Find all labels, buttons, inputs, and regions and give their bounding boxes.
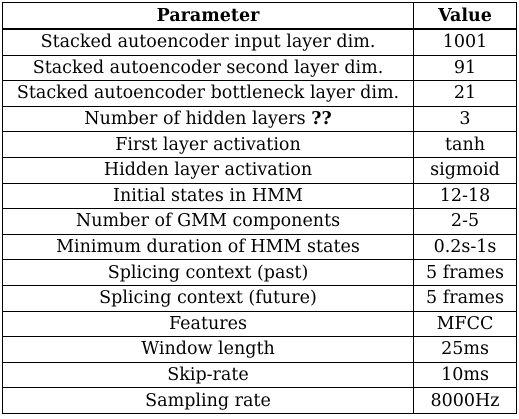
table-row: Initial states in HMM 12-18 — [2, 182, 517, 210]
parameter-cell: Minimum duration of HMM states — [2, 233, 414, 261]
parameter-cell: Splicing context (future) — [2, 284, 414, 312]
parameter-cell: Sampling rate — [2, 387, 414, 414]
table-row: Hidden layer activation sigmoid — [2, 156, 517, 184]
table-header-row: Parameter Value — [2, 2, 517, 30]
value-cell: 0.2s-1s — [413, 233, 517, 261]
table-row: Number of GMM components 2-5 — [2, 208, 517, 235]
table-row: Sampling rate 8000Hz — [2, 387, 517, 414]
value-cell: 3 — [413, 105, 517, 133]
parameter-cell: Number of hidden layers ?? — [2, 105, 414, 133]
table-row: Stacked autoencoder bottleneck layer dim… — [2, 80, 517, 107]
parameter-cell: Splicing context (past) — [2, 259, 414, 286]
parameter-cell: Window length — [2, 336, 414, 363]
table-row: Features MFCC — [2, 310, 517, 338]
table-row: First layer activation tanh — [2, 131, 517, 158]
table-row: Number of hidden layers ?? 3 — [2, 105, 517, 133]
table-row: Minimum duration of HMM states 0.2s-1s — [2, 233, 517, 261]
parameter-cell: Skip-rate — [2, 361, 414, 389]
parameter-cell: Hidden layer activation — [2, 156, 414, 184]
value-cell: 8000Hz — [413, 387, 517, 414]
value-cell: tanh — [413, 131, 517, 158]
table-row: Splicing context (past) 5 frames — [2, 259, 517, 286]
parameter-cell: Stacked autoencoder bottleneck layer dim… — [2, 80, 414, 107]
parameter-cell: Features — [2, 310, 414, 338]
value-cell: 2-5 — [413, 208, 517, 235]
value-cell: 25ms — [413, 336, 517, 363]
value-cell: MFCC — [413, 310, 517, 338]
value-cell: 12-18 — [413, 182, 517, 210]
table-row: Stacked autoencoder input layer dim. 100… — [2, 28, 517, 56]
value-cell: 5 frames — [413, 284, 517, 312]
parameter-text: Number of hidden layers — [84, 109, 306, 130]
value-cell: 91 — [413, 54, 517, 82]
parameter-cell: Initial states in HMM — [2, 182, 414, 210]
table-row: Stacked autoencoder second layer dim. 91 — [2, 54, 517, 82]
parameter-cell: Stacked autoencoder second layer dim. — [2, 54, 414, 82]
value-cell: 21 — [413, 80, 517, 107]
value-cell: 10ms — [413, 361, 517, 389]
column-header-parameter: Parameter — [2, 2, 414, 30]
parameter-cell: Stacked autoencoder input layer dim. — [2, 28, 414, 56]
parameter-cell: Number of GMM components — [2, 208, 414, 235]
table-row: Splicing context (future) 5 frames — [2, 284, 517, 312]
table-row: Window length 25ms — [2, 336, 517, 363]
value-cell: sigmoid — [413, 156, 517, 184]
value-cell: 5 frames — [413, 259, 517, 286]
column-header-value: Value — [413, 2, 517, 30]
value-cell: 1001 — [413, 28, 517, 56]
parameter-table: Parameter Value Stacked autoencoder inpu… — [2, 2, 517, 414]
unresolved-reference: ?? — [311, 109, 332, 130]
parameter-cell: First layer activation — [2, 131, 414, 158]
table-row: Skip-rate 10ms — [2, 361, 517, 389]
